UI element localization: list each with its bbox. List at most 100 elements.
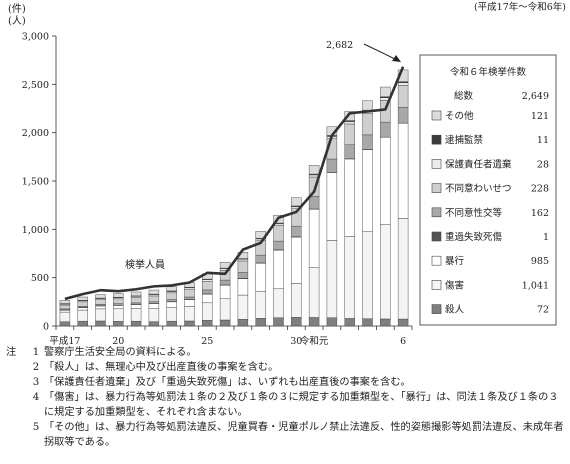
note-num: 3: [32, 377, 40, 388]
bar-segment: [255, 254, 266, 264]
bar-segment: [237, 258, 249, 262]
note-text: 「保護責任者遺棄」及び「重過失致死傷」は、いずれも出産直後の事案を含む。: [44, 377, 411, 388]
bar-segment: [148, 308, 160, 322]
bar-segment: [184, 289, 195, 298]
x-tick-label: 20: [112, 336, 124, 345]
bar-segment: [59, 309, 71, 313]
legend-item-value: 1,041: [522, 280, 549, 291]
bar-segment: [344, 111, 355, 121]
bar-segment: [237, 294, 249, 320]
legend-item-name: 不同意わいせつ: [445, 183, 512, 195]
legend-item-value: 162: [531, 208, 549, 219]
bar-segment: [291, 236, 302, 284]
bar-segment: [95, 320, 106, 327]
bar-segment: [113, 305, 124, 310]
legend-swatch: [431, 304, 442, 314]
y-tick-label: 500: [31, 273, 49, 284]
note-num: 2: [32, 362, 40, 373]
legend-box: [419, 54, 557, 326]
note-row: 注 1 警察庁生活安全局の資料による。: [6, 345, 566, 360]
y-tick-label: 2,500: [22, 80, 49, 91]
bar-segment: [77, 307, 88, 311]
bar-segment: [344, 123, 355, 145]
legend-item-value: 121: [531, 111, 549, 122]
chart: (件) (人) (平成17年～令和6年) 0 500 1,000 1,500 2,000…: [8, 1, 566, 345]
legend-title: 令和６年検挙件数: [450, 66, 527, 78]
bar-segment: [148, 303, 160, 309]
bar-segment: [166, 292, 177, 300]
bar-segment: [113, 308, 124, 322]
bar-segment: [273, 317, 284, 327]
legend-items: その他 121 逮捕監禁 11 保護責任者遺棄 28 不同意わいせつ 228 不同意性交等 162…: [431, 110, 549, 316]
note-text: 警察庁生活安全局の資料による。: [44, 347, 197, 358]
bar-segment: [344, 144, 355, 159]
bar-segment: [130, 320, 142, 327]
legend-swatch: [431, 255, 442, 266]
line-layer: [64, 66, 405, 301]
bar-segment: [326, 317, 338, 327]
note-text: 「傷害」は、暴力行為等処罰法１条の２及び１条の３に規定する加重類型を、「暴行」は…: [44, 392, 559, 418]
x-tick-label: 25: [201, 336, 213, 345]
bar-segment: [166, 307, 177, 322]
legend-item-name: 傷害: [445, 279, 464, 291]
bar-segment: [202, 319, 213, 327]
bar-segment: [308, 165, 320, 175]
note-num: 1: [32, 347, 40, 358]
bar-segment: [166, 320, 177, 327]
note-row: 3 「保護責任者遺棄」及び「重過失致死傷」は、いずれも出産直後の事案を含む。: [6, 375, 566, 390]
bar-segment: [308, 317, 320, 327]
bar-segment: [255, 262, 266, 292]
bar-segment: [291, 225, 302, 238]
bar-segment: [148, 289, 160, 295]
legend-item-value: 72: [537, 305, 549, 316]
bar-segment: [344, 121, 355, 125]
bar-segment: [77, 309, 88, 322]
bar-segment: [291, 197, 302, 207]
y-unit-top: (件): [8, 3, 26, 15]
bar-segment: [202, 289, 213, 295]
bar-segment: [77, 296, 88, 301]
bar-segment: [380, 136, 391, 225]
bar-segment: [130, 291, 142, 297]
legend-swatch: [431, 134, 442, 145]
legend-swatch: [431, 207, 442, 218]
legend-item-value: 1: [543, 232, 549, 243]
bar-segment: [362, 318, 373, 327]
y-tick-label: 0: [43, 322, 49, 333]
bar-segment: [219, 298, 231, 321]
bar-segment: [130, 297, 142, 304]
bar-segment: [113, 298, 124, 304]
bar-segment: [344, 318, 355, 327]
legend-total-value: 2,649: [522, 91, 549, 102]
bar-segment: [219, 284, 231, 299]
bar-segment: [273, 249, 284, 290]
note-row: 4 「傷害」は、暴力行為等処罰法１条の２及び１条の３に規定する加重類型を、「暴行…: [6, 390, 566, 420]
legend-total-label: 総数: [454, 90, 474, 102]
bar-segment: [202, 281, 213, 291]
bar-segment: [380, 121, 391, 138]
bar-segment: [380, 86, 391, 97]
bar-segment: [237, 278, 249, 296]
bar-segment: [59, 304, 71, 310]
bar-segment: [166, 299, 177, 302]
y-tick-label: 2,000: [22, 128, 49, 139]
bar-segment: [166, 301, 177, 308]
bar-segment: [326, 240, 338, 319]
bar-segment: [202, 279, 213, 282]
bar-segment: [255, 318, 266, 327]
bar-segment: [148, 301, 160, 304]
bar-segment: [326, 172, 338, 241]
legend-item-name: 不同意性交等: [445, 207, 503, 219]
bar-segment: [113, 321, 124, 327]
bar-segment: [237, 319, 249, 327]
bar-segment: [130, 304, 142, 309]
note-text: 「その他」は、暴力行為等処罰法違反、児童買春・児童ポルノ禁止法違反、性的姿態撮影…: [44, 422, 564, 448]
bar-segment: [184, 306, 195, 322]
legend-item-name: 逮捕監禁: [445, 134, 484, 146]
bar-segment: [77, 301, 88, 307]
legend-swatch: [431, 159, 442, 169]
legend-item-name: 殺人: [445, 304, 465, 316]
x-tick-label: 令和元: [300, 335, 329, 345]
y-tick-label: 3,000: [22, 32, 49, 43]
bar-segment: [397, 122, 409, 219]
